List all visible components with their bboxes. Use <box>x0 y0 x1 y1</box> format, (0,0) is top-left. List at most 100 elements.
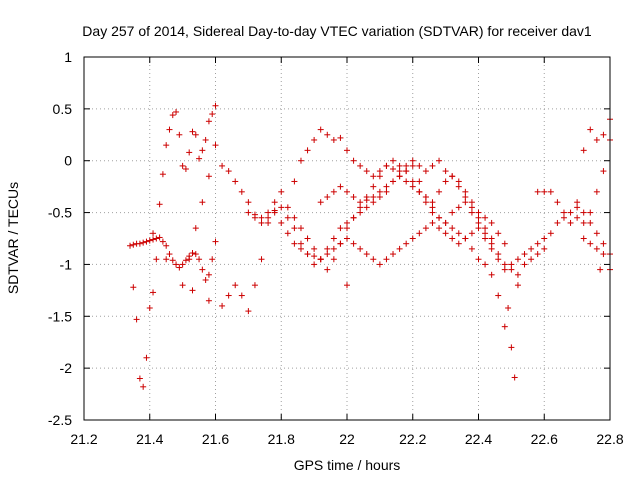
data-point <box>580 147 587 154</box>
data-point <box>501 266 508 273</box>
x-tick-label: 21.8 <box>268 431 295 447</box>
data-point <box>182 257 189 264</box>
data-point <box>150 230 157 237</box>
data-point <box>593 136 600 143</box>
data-point <box>212 102 219 109</box>
data-point <box>488 235 495 242</box>
data-point <box>238 292 245 299</box>
data-point <box>436 214 443 221</box>
y-tick-label: 1 <box>64 49 72 65</box>
data-point <box>600 168 607 175</box>
data-point <box>383 162 390 169</box>
data-point <box>209 111 216 118</box>
data-point <box>475 219 482 226</box>
data-point <box>600 240 607 247</box>
data-point <box>429 162 436 169</box>
data-point <box>449 235 456 242</box>
data-point <box>396 245 403 252</box>
y-tick-label: -2 <box>60 360 73 376</box>
data-point <box>534 188 541 195</box>
data-point <box>442 178 449 185</box>
data-point <box>390 178 397 185</box>
data-point <box>271 199 278 206</box>
data-point <box>245 209 252 216</box>
data-point <box>232 282 239 289</box>
data-point <box>436 157 443 164</box>
data-point <box>130 284 137 291</box>
data-point <box>136 240 143 247</box>
data-point <box>462 188 469 195</box>
data-point <box>192 225 199 232</box>
data-point <box>370 199 377 206</box>
data-point <box>199 266 206 273</box>
data-point <box>416 188 423 195</box>
data-point <box>205 297 212 304</box>
data-point <box>534 251 541 258</box>
data-point <box>462 235 469 242</box>
data-point <box>429 199 436 206</box>
data-point <box>205 173 212 180</box>
data-point <box>324 131 331 138</box>
data-point <box>251 282 258 289</box>
data-point <box>159 238 166 245</box>
data-point <box>265 219 272 226</box>
y-tick-label: -1 <box>60 256 73 272</box>
data-point <box>482 230 489 237</box>
data-point <box>284 204 291 211</box>
data-point <box>153 235 160 242</box>
data-point <box>189 128 196 135</box>
data-point <box>297 157 304 164</box>
data-point <box>330 235 337 242</box>
data-point <box>587 209 594 216</box>
data-point <box>225 168 232 175</box>
data-point <box>488 271 495 278</box>
data-point <box>416 230 423 237</box>
data-point <box>278 204 285 211</box>
data-point <box>541 235 548 242</box>
data-point <box>324 266 331 273</box>
data-point <box>482 214 489 221</box>
data-point <box>251 211 258 218</box>
data-point <box>422 225 429 232</box>
data-point <box>357 204 364 211</box>
data-point <box>291 214 298 221</box>
data-point <box>462 194 469 201</box>
data-point <box>258 219 265 226</box>
data-point <box>337 183 344 190</box>
data-point <box>344 147 350 154</box>
data-point <box>422 199 429 206</box>
data-point <box>136 375 143 382</box>
data-point <box>521 251 528 258</box>
data-point <box>409 183 416 190</box>
data-point <box>560 214 567 221</box>
data-point <box>436 225 443 232</box>
data-point <box>403 162 410 169</box>
data-point <box>330 188 337 195</box>
data-point <box>468 204 475 211</box>
data-point <box>344 219 350 226</box>
data-point <box>409 157 416 164</box>
data-point <box>390 166 397 173</box>
data-point <box>587 126 594 133</box>
data-point <box>455 204 462 211</box>
data-point <box>205 271 212 278</box>
data-point <box>593 188 600 195</box>
data-point <box>436 188 443 195</box>
data-point <box>324 251 331 258</box>
data-point <box>511 374 518 381</box>
data-point <box>324 194 331 201</box>
y-tick-labels: -2.5 -2 -1.5 -1 -0.5 0 0.5 1 <box>48 49 72 428</box>
data-point <box>159 171 166 178</box>
data-point <box>186 256 193 263</box>
data-point <box>363 251 370 258</box>
data-point <box>212 142 219 149</box>
data-point <box>291 178 298 185</box>
data-point <box>600 131 607 138</box>
data-point <box>541 188 548 195</box>
data-point <box>554 219 561 226</box>
x-axis-label: GPS time / hours <box>294 457 401 473</box>
data-point <box>587 240 594 247</box>
chart-title: Day 257 of 2014, Sidereal Day-to-day VTE… <box>82 23 592 39</box>
data-point <box>574 199 581 206</box>
